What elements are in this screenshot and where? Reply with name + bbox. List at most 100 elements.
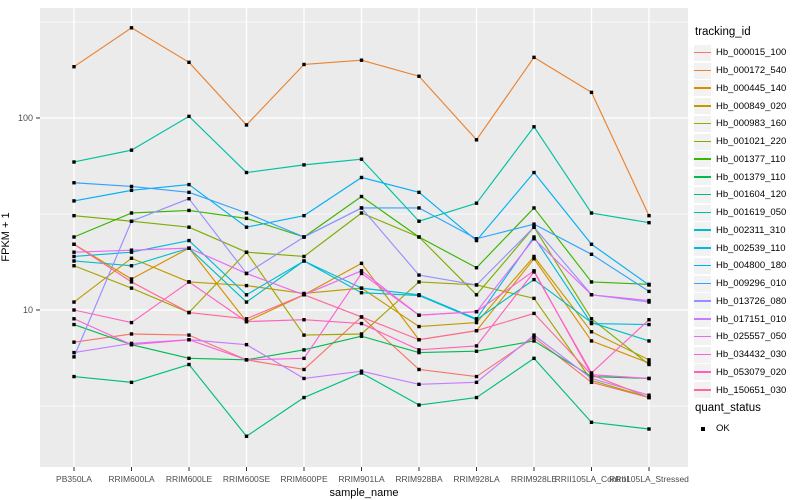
legend-key bbox=[694, 275, 711, 292]
data-point bbox=[302, 376, 306, 381]
legend-key bbox=[694, 346, 711, 363]
data-point bbox=[302, 293, 306, 297]
x-tick-label: RRIM600SE bbox=[223, 474, 271, 484]
data-point bbox=[72, 242, 76, 246]
legend-key bbox=[694, 115, 711, 132]
line-swatch-icon bbox=[694, 282, 711, 285]
data-point bbox=[532, 270, 536, 274]
data-point bbox=[474, 380, 479, 385]
legend-key bbox=[694, 311, 711, 328]
legend-item-label: Hb_053079_020 bbox=[716, 366, 787, 378]
legend-key bbox=[694, 169, 711, 186]
data-point bbox=[302, 367, 306, 372]
legend-key bbox=[694, 364, 711, 381]
data-point bbox=[72, 322, 76, 327]
data-point bbox=[187, 114, 191, 119]
data-point bbox=[244, 342, 249, 347]
line-swatch-icon bbox=[694, 300, 711, 302]
data-point bbox=[302, 235, 306, 239]
legend-item-label: Hb_001619_050 bbox=[716, 207, 787, 219]
data-point bbox=[647, 213, 651, 218]
data-point bbox=[589, 374, 594, 379]
legend-item: Hb_001379_110 bbox=[694, 168, 800, 186]
data-point bbox=[589, 280, 594, 284]
legend-key bbox=[694, 80, 711, 97]
data-point bbox=[244, 319, 249, 324]
legend-key bbox=[694, 382, 711, 399]
data-point bbox=[647, 318, 651, 322]
data-point bbox=[532, 339, 536, 343]
data-point bbox=[589, 317, 594, 321]
data-point bbox=[532, 257, 536, 261]
data-point bbox=[72, 254, 76, 259]
data-point bbox=[532, 170, 536, 175]
data-point bbox=[589, 321, 594, 326]
data-point bbox=[417, 235, 421, 239]
legend-item: Hb_001377_110 bbox=[694, 151, 800, 169]
legend-item-label: Hb_009296_010 bbox=[716, 278, 787, 290]
legend-item-label: Hb_001021_220 bbox=[716, 136, 787, 148]
data-point bbox=[244, 250, 249, 254]
data-point bbox=[302, 348, 306, 352]
data-point bbox=[302, 395, 306, 400]
x-tick-label: RRII105LA_Control bbox=[555, 474, 629, 484]
data-point bbox=[72, 250, 76, 254]
data-point bbox=[589, 339, 594, 343]
data-point bbox=[72, 300, 76, 304]
data-point bbox=[187, 333, 191, 337]
legend-rows: Hb_000015_100 Hb_000172_540 Hb_000445_140 H… bbox=[694, 44, 800, 399]
data-point bbox=[417, 190, 421, 195]
data-point bbox=[129, 280, 134, 284]
line-swatch-icon bbox=[694, 229, 711, 231]
data-point bbox=[474, 238, 479, 243]
legend-item-label: Hb_150651_030 bbox=[716, 384, 787, 396]
data-point bbox=[647, 393, 651, 397]
data-point bbox=[302, 318, 306, 322]
data-point bbox=[417, 403, 421, 407]
legend-item: Hb_150651_030 bbox=[694, 381, 800, 399]
x-tick-label: RRIM928LA bbox=[453, 474, 500, 484]
x-tick-label: RRIM600PE bbox=[280, 474, 328, 484]
data-point bbox=[129, 286, 134, 290]
legend-item: Hb_025557_050 bbox=[694, 328, 800, 346]
data-point bbox=[72, 374, 76, 379]
x-tick-label: RRIM928BA bbox=[395, 474, 443, 484]
legend-item: Hb_000172_540 bbox=[694, 62, 800, 80]
legend-item-label: Hb_017151_010 bbox=[716, 313, 787, 325]
data-point bbox=[474, 317, 479, 321]
data-point bbox=[417, 382, 421, 387]
data-point bbox=[129, 380, 134, 385]
line-swatch-icon bbox=[694, 158, 711, 160]
legend-item: Hb_004800_180 bbox=[694, 257, 800, 275]
data-point bbox=[417, 367, 421, 372]
data-point bbox=[417, 280, 421, 284]
data-point bbox=[647, 283, 651, 287]
data-point bbox=[589, 371, 594, 375]
legend-key bbox=[694, 186, 711, 203]
data-point bbox=[302, 254, 306, 259]
data-point bbox=[532, 225, 536, 229]
data-point bbox=[417, 273, 421, 277]
data-point bbox=[359, 261, 364, 266]
data-point bbox=[474, 349, 479, 353]
data-point bbox=[589, 373, 594, 377]
legend-item-label: Hb_000172_540 bbox=[716, 65, 787, 77]
data-point bbox=[647, 322, 651, 327]
data-point bbox=[72, 235, 76, 239]
y-axis-title: FPKM + 1 bbox=[0, 212, 12, 262]
data-point bbox=[359, 334, 364, 338]
y-tick-label: 10 bbox=[23, 305, 33, 315]
data-point bbox=[647, 358, 651, 362]
legend-key bbox=[694, 133, 711, 150]
legend-item: Hb_053079_020 bbox=[694, 364, 800, 382]
data-point bbox=[589, 380, 594, 385]
legend-item: Hb_017151_010 bbox=[694, 310, 800, 328]
data-point bbox=[417, 219, 421, 223]
data-point bbox=[589, 378, 594, 383]
data-point bbox=[417, 313, 421, 317]
legend-quant-status: quant_status OK bbox=[694, 402, 800, 438]
legend-item-label: OK bbox=[716, 423, 730, 435]
legend-title-quant-status: quant_status bbox=[695, 402, 761, 414]
data-point bbox=[417, 348, 421, 352]
